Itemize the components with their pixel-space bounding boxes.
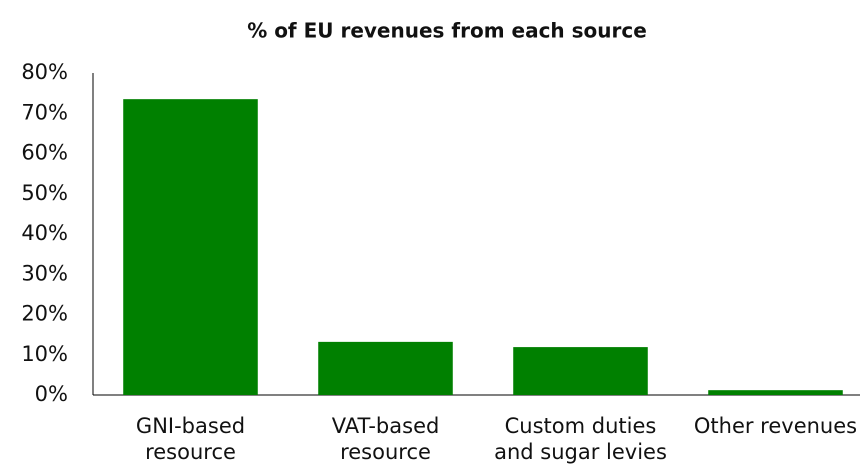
y-tick-label: 50% xyxy=(21,181,68,205)
x-tick-label: VAT-based resource xyxy=(331,414,440,464)
y-tick-label: 70% xyxy=(21,100,68,124)
bar xyxy=(318,341,453,395)
bar xyxy=(123,99,258,395)
y-tick-label: 80% xyxy=(21,60,68,84)
y-tick-label: 0% xyxy=(35,382,68,406)
x-tick-label: Custom duties and sugar levies xyxy=(494,414,667,464)
y-tick-label: 20% xyxy=(21,302,68,326)
bar xyxy=(708,390,843,395)
x-tick-label: GNI-based resource xyxy=(135,414,246,464)
y-tick-label: 30% xyxy=(21,261,68,285)
y-tick-label: 40% xyxy=(21,221,68,245)
bar xyxy=(513,347,648,395)
chart-title: % of EU revenues from each source xyxy=(247,19,647,43)
x-tick-label: Other revenues xyxy=(693,414,858,438)
y-tick-label: 60% xyxy=(21,141,68,165)
y-tick-label: 10% xyxy=(21,342,68,366)
